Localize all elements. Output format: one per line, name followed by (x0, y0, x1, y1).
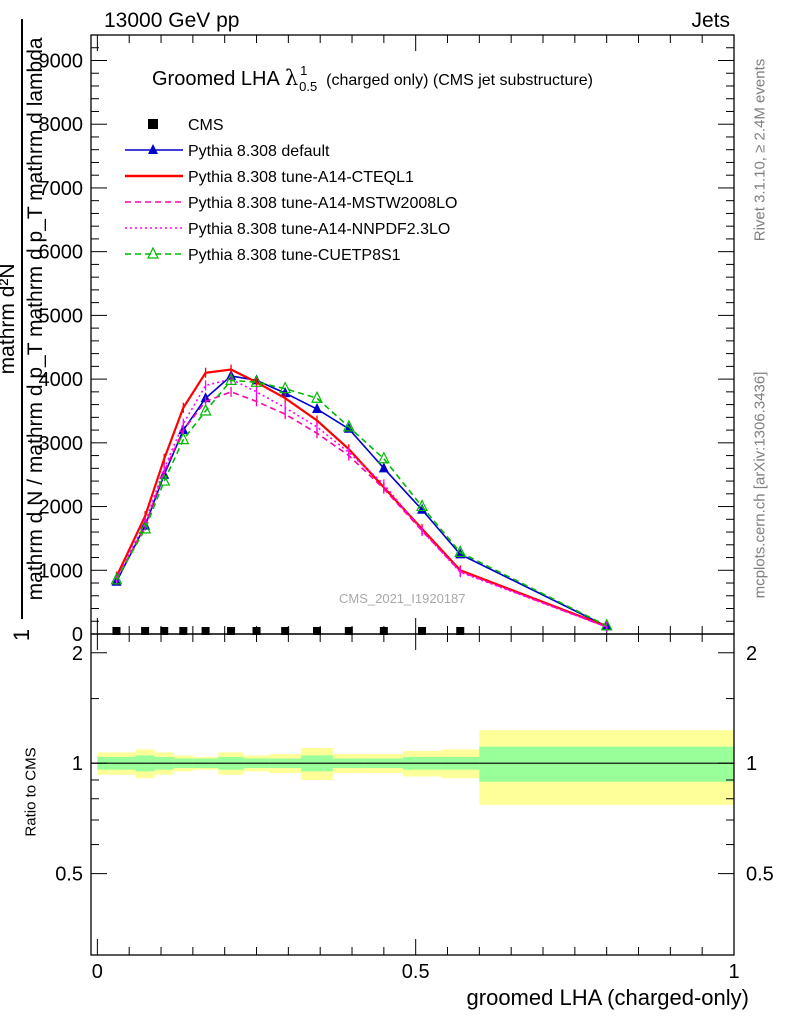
mcplots-label: mcplots.cern.ch [arXiv:1306.3436] (751, 371, 769, 599)
series-0-point (344, 627, 353, 635)
plot-title-sub: 0.5 (299, 79, 318, 94)
ratio-y-tick-label: 2 (72, 643, 83, 665)
y-tick-label: 2000 (39, 497, 84, 519)
watermark-label: CMS_2021_I1920187 (339, 591, 466, 606)
series-0-point (313, 627, 322, 635)
series-5-point (279, 381, 292, 394)
series-5-point (225, 373, 238, 385)
ratio-y-tick-label-right: 2 (746, 643, 757, 665)
y-tick-label: 5000 (39, 305, 84, 327)
x-tick-label: 0 (92, 961, 103, 983)
series-5-point (158, 473, 171, 486)
plot-title-symbol: λ (284, 66, 299, 90)
legend-marker-1 (148, 144, 158, 154)
y-axis-label: 1 mathrm d²N mathrm d N / mathrm d p_T m… (0, 18, 48, 642)
ratio-y-axis-label: Ratio to CMS (22, 747, 40, 837)
y-tick-label: 9000 (39, 50, 84, 72)
ratio-stat-band (479, 746, 734, 782)
category-label: Jets (691, 9, 730, 32)
series-5-line (115, 379, 608, 627)
y-tick-label: 3000 (39, 433, 84, 455)
beam-label: 13000 GeV pp (104, 9, 240, 32)
y-tick-label: 6000 (39, 242, 84, 264)
y-tick-label: 4000 (39, 369, 84, 391)
ratio-panel: 0 0.5 1 0.5 0.5 1 1 2 2 (55, 633, 774, 983)
y-tick-label: 1000 (39, 560, 84, 582)
main-panel: 0 1000 2000 3000 4000 5000 6000 7000 8000 9000 (39, 34, 735, 646)
plot-title-main: Groomed LHA (152, 68, 280, 90)
series-5-point (600, 618, 613, 631)
series-3-line (115, 390, 607, 628)
ratio-y-tick-label-right: 1 (746, 753, 757, 775)
series-0-point (112, 627, 121, 635)
series-5-point (250, 374, 263, 387)
legend-label-0: CMS (188, 117, 224, 134)
series-5-point (110, 572, 123, 585)
legend-label-5: Pythia 8.308 tune-CUETP8S1 (188, 247, 401, 264)
y-tick-label: 7000 (39, 178, 84, 200)
legend: CMS Pythia 8.308 default Pythia 8.308 tune… (125, 117, 457, 264)
series-5-point (342, 419, 355, 432)
series-5-point (454, 545, 467, 558)
series-2-line (115, 368, 608, 628)
series-5-point (177, 432, 190, 445)
plot-title-sup: 1 (300, 63, 308, 78)
x-axis-label: groomed LHA (charged-only) (466, 985, 749, 1010)
series-0-point (141, 627, 150, 635)
ratio-y-tick-label-right: 0.5 (746, 864, 774, 886)
legend-label-4: Pythia 8.308 tune-A14-NNPDF2.3LO (188, 221, 450, 238)
y-axis-label-denominator: mathrm d N / mathrm d p_T mathrm d p_T m… (24, 37, 47, 601)
series-5-point (139, 521, 152, 534)
x-tick-label: 1 (728, 961, 739, 983)
y-axis-label-numerator: mathrm d²N (0, 263, 19, 375)
series-0-point (252, 627, 261, 635)
ratio-y-tick-label: 0.5 (55, 864, 83, 886)
legend-marker-5 (147, 246, 159, 259)
series-5-point (199, 403, 212, 416)
series-0-point (227, 627, 236, 635)
series-5-point (311, 390, 323, 403)
series-5-point (416, 499, 429, 512)
series-0-point (418, 627, 427, 635)
legend-marker-0 (148, 119, 158, 129)
ratio-y-tick-label: 1 (72, 753, 83, 775)
series-4-line (115, 378, 607, 628)
series-0-point (179, 627, 188, 635)
legend-label-3: Pythia 8.308 tune-A14-MSTW2008LO (188, 195, 457, 212)
series-1-line (115, 375, 608, 628)
series-0-point (160, 627, 169, 635)
series-0-point (201, 627, 210, 635)
series-1-point (312, 403, 323, 414)
ratio-frame (90, 633, 735, 956)
rivet-label: Rivet 3.1.10, ≥ 2.4M events (751, 58, 769, 242)
plot-title-suffix: (charged only) (CMS jet substructure) (326, 72, 593, 89)
series-1-point (378, 462, 389, 473)
legend-label-2: Pythia 8.308 tune-A14-CTEQL1 (188, 169, 414, 186)
plot-title: Groomed LHA λ 1 0.5 (charged only) (CMS j… (152, 63, 593, 96)
y-tick-label: 8000 (39, 114, 84, 136)
y-tick-label: 0 (72, 624, 83, 646)
series-5-point (377, 451, 390, 464)
series-0-point (281, 627, 290, 635)
series-1-point (417, 503, 428, 514)
series-0-point (456, 627, 465, 635)
legend-label-1: Pythia 8.308 default (188, 143, 330, 160)
series-0-point (379, 627, 388, 635)
x-tick-label: 0.5 (402, 961, 430, 983)
y-axis-label-fraction-one: 1 (9, 628, 34, 642)
